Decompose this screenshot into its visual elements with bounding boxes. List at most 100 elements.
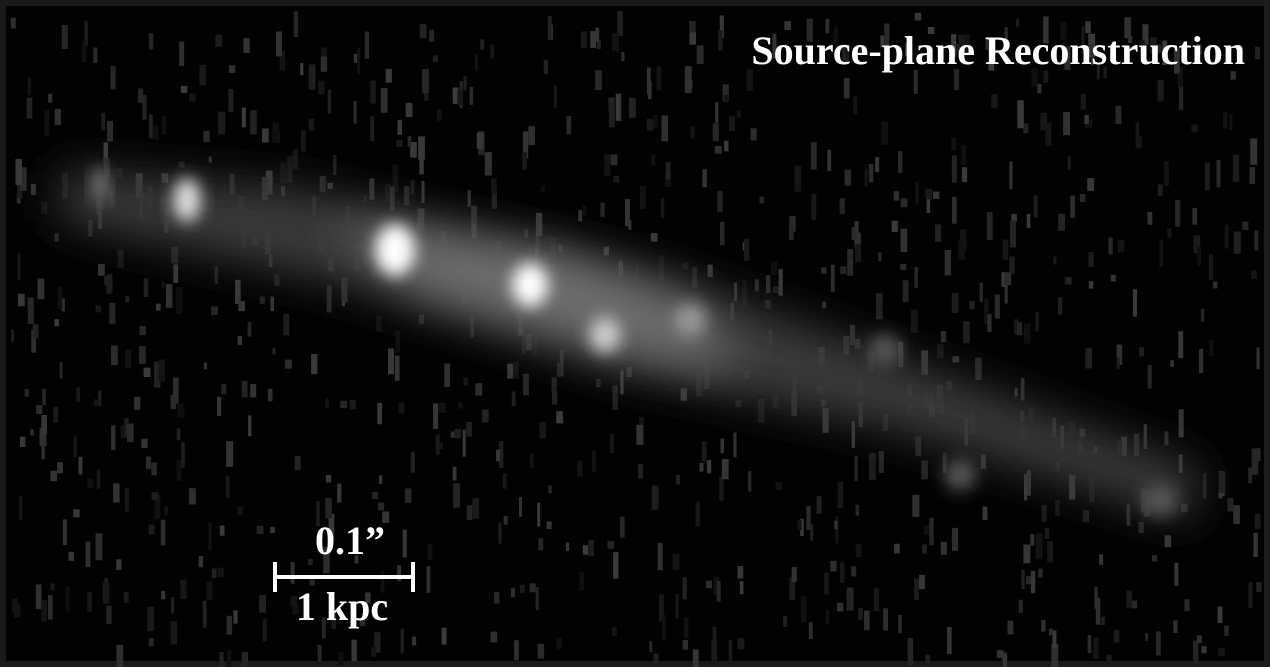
noise-speck <box>390 187 395 211</box>
noise-speck <box>609 102 615 127</box>
noise-speck <box>548 485 551 493</box>
noise-speck <box>25 389 29 397</box>
noise-speck <box>300 63 303 75</box>
noise-speck <box>789 221 794 240</box>
noise-speck <box>720 439 724 454</box>
noise-speck <box>171 621 177 644</box>
noise-speck <box>491 632 498 643</box>
noise-speck <box>577 461 583 477</box>
noise-speck <box>63 519 67 545</box>
noise-speck <box>651 155 655 165</box>
noise-speck <box>1201 646 1206 653</box>
noise-speck <box>831 265 835 292</box>
noise-speck <box>1087 178 1094 191</box>
noise-speck <box>238 301 245 311</box>
noise-speck <box>824 573 829 595</box>
noise-speck <box>856 505 859 516</box>
noise-speck <box>242 108 246 128</box>
noise-speck <box>125 296 129 302</box>
knot <box>869 334 901 366</box>
noise-speck <box>1024 323 1031 343</box>
noise-speck <box>975 358 982 380</box>
noise-speck <box>60 362 63 378</box>
noise-speck <box>364 195 367 201</box>
noise-speck <box>138 88 143 102</box>
noise-speck <box>161 520 166 546</box>
noise-speck <box>20 437 25 447</box>
noise-speck <box>758 399 764 423</box>
noise-speck <box>480 39 484 49</box>
noise-speck <box>238 336 242 345</box>
noise-speck <box>613 552 618 578</box>
noise-speck <box>914 578 919 600</box>
noise-speck <box>952 155 957 182</box>
noise-speck <box>638 464 643 478</box>
noise-speck <box>578 210 582 221</box>
noise-speck <box>640 186 646 209</box>
noise-speck <box>1023 123 1028 133</box>
noise-speck <box>706 581 712 589</box>
noise-speck <box>1248 468 1252 484</box>
noise-speck <box>557 363 561 377</box>
noise-speck <box>722 459 729 479</box>
noise-speck <box>653 115 658 127</box>
noise-speck <box>1049 629 1053 636</box>
noise-speck <box>250 110 257 134</box>
noise-speck <box>104 276 108 285</box>
noise-speck <box>864 611 870 631</box>
noise-speck <box>504 516 508 524</box>
noise-speck <box>475 54 478 71</box>
noise-speck <box>327 285 332 312</box>
noise-speck <box>369 178 374 199</box>
noise-speck <box>326 475 331 482</box>
noise-speck <box>941 331 946 342</box>
noise-speck <box>144 278 149 297</box>
noise-speck <box>82 41 86 62</box>
noise-speck <box>321 55 327 72</box>
noise-speck <box>96 533 103 560</box>
noise-speck <box>685 66 692 93</box>
noise-speck <box>983 507 988 521</box>
noise-speck <box>1203 473 1207 499</box>
noise-speck <box>410 180 414 194</box>
noise-speck <box>881 122 888 145</box>
noise-speck <box>116 645 123 667</box>
noise-speck <box>1116 106 1122 124</box>
noise-speck <box>912 495 919 517</box>
noise-speck <box>733 432 736 457</box>
noise-speck <box>173 264 178 283</box>
noise-speck <box>773 286 779 293</box>
noise-speck <box>538 644 544 659</box>
noise-speck <box>737 566 743 579</box>
noise-speck <box>1227 498 1233 511</box>
noise-speck <box>333 155 336 175</box>
noise-speck <box>1139 347 1144 356</box>
noise-speck <box>898 615 902 633</box>
noise-speck <box>1216 160 1220 187</box>
noise-speck <box>203 601 207 628</box>
noise-speck <box>625 199 630 226</box>
noise-speck <box>1233 505 1240 524</box>
noise-speck <box>621 52 624 61</box>
noise-speck <box>1257 347 1260 369</box>
noise-speck <box>1108 238 1112 255</box>
noise-speck <box>1218 606 1223 623</box>
noise-speck <box>379 475 382 484</box>
noise-speck <box>235 280 241 304</box>
scale-angular: 0.1” <box>315 518 385 563</box>
noise-speck <box>1017 322 1022 335</box>
noise-speck <box>422 69 429 93</box>
noise-speck <box>702 169 706 187</box>
noise-speck <box>554 85 557 108</box>
noise-speck <box>1021 570 1024 589</box>
noise-speck <box>111 66 116 89</box>
noise-speck <box>274 274 280 286</box>
noise-speck <box>66 587 70 612</box>
noise-speck <box>36 405 42 414</box>
noise-speck <box>1088 635 1092 653</box>
noise-speck <box>156 304 161 311</box>
noise-speck <box>822 302 826 309</box>
noise-speck <box>835 516 838 543</box>
noise-speck <box>321 48 327 57</box>
noise-speck <box>717 581 721 602</box>
